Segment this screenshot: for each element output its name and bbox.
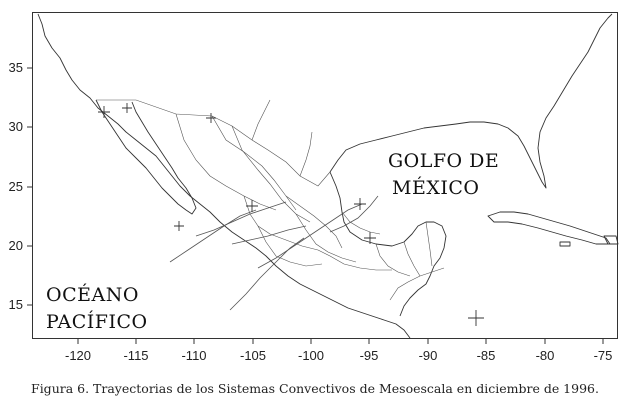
gulf-label-line2: MÉXICO [392, 176, 479, 199]
cross-marker [246, 200, 258, 212]
cross-marker [98, 106, 110, 118]
storm-track [195, 201, 287, 237]
lon-tick-label: -75 [594, 348, 613, 363]
lat-axis [27, 67, 32, 306]
lon-tick-label: -100 [298, 348, 324, 363]
lon-tick-label: -105 [240, 348, 266, 363]
lon-tick-label: -110 [181, 348, 206, 363]
cross-marker [364, 232, 376, 244]
storm-track [229, 237, 305, 311]
storm-track [231, 225, 307, 245]
cross-marker [206, 113, 216, 123]
lat-tick-label: 20 [9, 238, 23, 253]
lon-tick-label: -90 [419, 348, 438, 363]
pacific-label-line2: PACÍFICO [46, 310, 148, 333]
coastlines [37, 13, 619, 339]
storm-tracks [169, 195, 379, 311]
storm-track [329, 195, 379, 233]
map-canvas: -120 -115 -110 -105 -100 -95 -90 -85 -80… [9, 12, 619, 363]
pacific-label-line1: OCÉANO [46, 283, 139, 306]
lon-tick-label: -85 [477, 348, 496, 363]
lat-tick-label: 25 [9, 179, 23, 194]
lon-tick-label: -115 [123, 348, 148, 363]
figure-caption: Figura 6. Trayectorias de los Sistemas C… [31, 381, 599, 396]
map-frame [32, 12, 618, 339]
lon-axis [77, 339, 604, 344]
lon-tick-label: -80 [536, 348, 555, 363]
lon-tick-label: -120 [65, 348, 91, 363]
state-borders [96, 99, 445, 301]
track-markers [98, 103, 484, 326]
storm-track [169, 209, 257, 263]
cross-marker [354, 198, 366, 210]
gulf-label-line1: GOLFO DE [388, 150, 499, 172]
lat-tick-label: 30 [9, 119, 23, 134]
storm-track [257, 203, 363, 269]
cross-marker [468, 310, 484, 326]
cross-marker [174, 221, 184, 231]
cross-marker [122, 103, 132, 113]
lat-tick-label: 35 [9, 60, 23, 75]
lat-tick-label: 15 [9, 297, 23, 312]
lon-tick-label: -95 [360, 348, 379, 363]
